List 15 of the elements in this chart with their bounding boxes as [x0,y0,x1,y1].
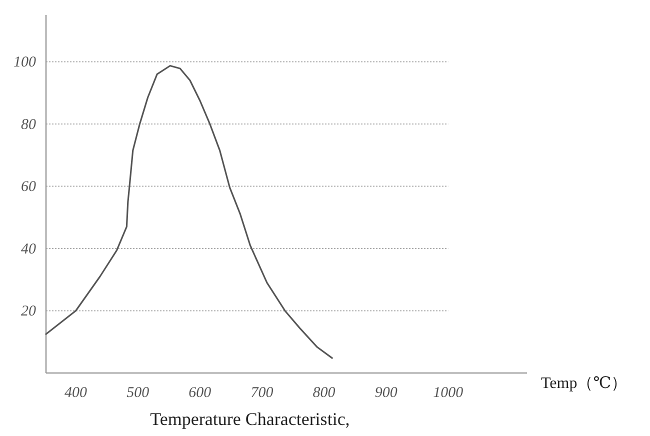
y-tick-label: 60 [21,179,36,196]
x-tick-label: 600 [188,385,212,401]
y-tick-label: 40 [21,241,36,258]
x-tick-label: 700 [250,385,274,401]
text: Temperature Characteristic, [150,409,350,429]
line-series [45,64,333,359]
y-tick-label: 80 [21,116,36,133]
y-tick-label: 100 [14,54,36,71]
x-tick-label: 800 [312,385,336,401]
x-tick-label: 900 [374,385,398,401]
x-axis-title: Temp（℃） [541,375,628,392]
y-tick-label: 20 [21,304,36,320]
x-tick-label: 500 [126,385,150,401]
x-tick-label: 1000 [433,385,464,401]
x-tick-label: 400 [64,385,88,401]
